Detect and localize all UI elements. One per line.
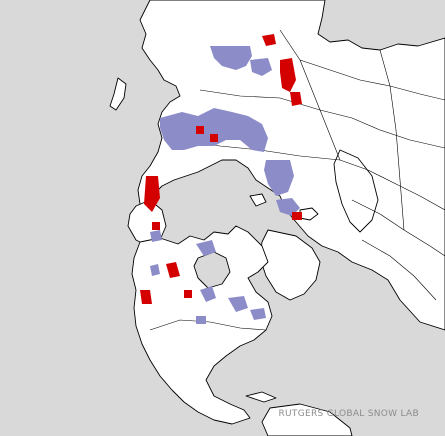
land-masses (109, 0, 445, 436)
new-snow-patch (280, 58, 296, 92)
north-america (131, 225, 273, 425)
credit-label: RUTGERS GLOBAL SNOW LAB (278, 409, 419, 419)
snow-patch (228, 296, 248, 312)
snow-cover (150, 46, 300, 324)
border-line (339, 159, 445, 211)
new-snow-patch (184, 290, 192, 298)
snow-patch (196, 316, 206, 324)
new-snow-patch (166, 262, 180, 278)
snow-patch (160, 108, 268, 152)
snow-patch (250, 308, 266, 320)
snow-patch (210, 46, 252, 70)
new-snow-cover (140, 34, 302, 304)
new-snow-patch (140, 290, 152, 304)
snow-patch (264, 160, 294, 196)
japan (109, 77, 127, 111)
snow-patch (250, 58, 272, 76)
hudson-bay (193, 251, 231, 289)
snow-patch (276, 198, 300, 216)
new-snow-patch (290, 92, 302, 106)
new-snow-patch (262, 34, 276, 46)
svalbard (249, 193, 267, 207)
new-snow-patch (210, 134, 218, 142)
snow-patch (200, 286, 216, 302)
snow-patch (150, 264, 160, 276)
new-snow-patch (152, 222, 160, 230)
new-snow-patch (292, 212, 302, 220)
border-line (361, 239, 437, 301)
new-snow-patch (144, 176, 160, 212)
border-line (299, 59, 445, 101)
new-snow-patch (196, 126, 204, 134)
border-line (379, 49, 405, 231)
eurasia (137, 0, 445, 331)
south-america (261, 403, 353, 436)
border-line (319, 109, 445, 149)
snow-patch (150, 230, 162, 242)
border-line (149, 319, 267, 331)
snow-patch (196, 240, 216, 256)
border-line (279, 29, 341, 161)
cuba (245, 391, 277, 403)
